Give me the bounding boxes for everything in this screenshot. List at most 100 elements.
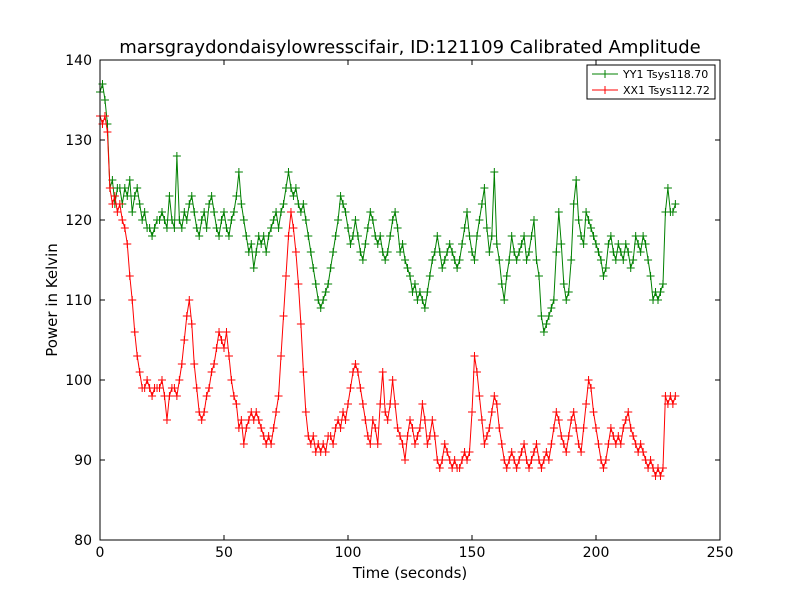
data-point [579,424,588,432]
y-tick-label: 100 [65,373,92,389]
data-point [279,200,288,208]
data-point [143,376,152,384]
data-point [539,328,548,336]
data-point [304,232,313,240]
data-point [274,224,283,232]
data-point [128,296,137,304]
data-point [262,248,271,256]
data-point [482,432,491,440]
data-point [140,208,149,216]
data-point [582,208,591,216]
data-point [138,216,147,224]
data-point [361,416,370,424]
data-point [135,200,144,208]
data-point [212,224,221,232]
data-point [299,200,308,208]
data-point [596,256,605,264]
data-point [453,264,462,272]
data-point [463,208,472,216]
legend-entry-yy1: YY1 Tsys118.70 [592,68,708,81]
data-point [619,424,628,432]
data-point [294,280,303,288]
data-point [366,208,375,216]
data-point [187,192,196,200]
data-point [309,264,318,272]
data-point [234,168,243,176]
data-point [237,416,246,424]
data-point [170,224,179,232]
data-point [468,408,476,416]
data-point [291,184,300,192]
data-point [205,384,214,392]
x-tick-label: 0 [96,545,105,561]
data-point [284,232,293,240]
data-point [629,432,638,440]
data-point [537,464,546,472]
data-point [435,248,444,256]
data-point [619,256,628,264]
data-point [381,408,390,416]
data-point [341,208,350,216]
data-point [353,232,362,240]
data-point [336,192,345,200]
data-point [497,280,506,288]
data-point [398,440,407,448]
data-point [388,216,397,224]
data-point [232,192,241,200]
data-point [249,264,258,272]
data-point [554,208,563,216]
data-point [366,440,375,448]
data-point [604,240,613,248]
data-point [210,360,219,368]
data-point [418,400,427,408]
data-point [492,240,501,248]
data-point [475,392,484,400]
data-point [525,464,534,472]
data-point [433,232,442,240]
data-point [455,464,464,472]
data-point [306,440,315,448]
data-point [167,216,176,224]
data-point [215,328,224,336]
data-point [133,184,142,192]
data-point [654,296,662,304]
data-point [100,96,109,104]
data-point [460,224,469,232]
data-point [435,464,444,472]
data-point [172,152,181,160]
data-point [269,424,278,432]
data-point [639,448,648,456]
data-point [311,280,320,288]
data-point [383,248,392,256]
data-point [222,224,231,232]
data-point [195,232,204,240]
data-point [210,208,219,216]
data-point [190,208,199,216]
data-point [100,112,109,120]
data-point [120,184,129,192]
data-point [165,392,174,400]
data-point [415,288,424,296]
data-point [227,216,236,224]
data-point [601,264,610,272]
data-point [200,208,209,216]
data-point [495,256,504,264]
data-point [242,232,251,240]
data-point [534,272,543,280]
data-point [626,264,635,272]
data-point [118,216,127,224]
data-point [363,432,372,440]
data-point [353,368,362,376]
data-point [309,432,318,440]
data-point [656,288,665,296]
data-point [522,256,531,264]
data-point [505,256,514,264]
data-point [229,392,238,400]
data-point [574,216,583,224]
data-point [205,200,214,208]
data-point [368,416,377,424]
data-point [636,248,645,256]
data-point [646,272,655,280]
data-point [274,392,283,400]
data-point [396,248,405,256]
